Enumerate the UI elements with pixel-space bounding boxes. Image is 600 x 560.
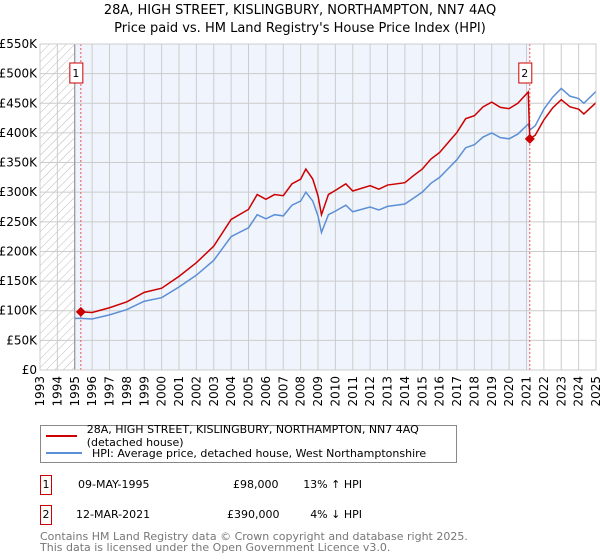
x-tick-label: 2007	[276, 376, 290, 407]
x-tick-label: 2015	[415, 376, 429, 407]
x-tick-label: 2005	[242, 376, 256, 407]
legend-item-hpi: HPI: Average price, detached house, West…	[41, 445, 426, 461]
sale-badge: 2	[40, 505, 52, 525]
sale-hpi: 4% ↓ HPI	[310, 508, 362, 521]
sale-hpi: 13% ↑ HPI	[303, 478, 362, 491]
x-tick-label: 2023	[554, 376, 568, 407]
sale-date: 09-MAY-1995	[78, 478, 150, 491]
x-tick-label: 2019	[485, 376, 499, 407]
sale-point	[75, 306, 86, 317]
x-tick-label: 2010	[328, 376, 342, 407]
x-tick-label: 1993	[33, 376, 47, 407]
footer-licence: This data is licensed under the Open Gov…	[40, 541, 391, 554]
sale-annotation-label: 1	[72, 67, 79, 80]
y-tick-label: £300K	[0, 185, 38, 199]
x-tick-label: 2011	[346, 376, 360, 407]
x-tick-label: 2018	[467, 376, 481, 407]
sale-row: 1 09-MAY-1995 £98,000 13% ↑ HPI	[40, 475, 600, 495]
legend-label: 28A, HIGH STREET, KISLINGBURY, NORTHAMPT…	[86, 423, 419, 449]
x-tick-label: 2024	[572, 376, 586, 407]
sale-price: £390,000	[227, 508, 280, 521]
y-tick-label: £250K	[0, 215, 38, 229]
x-tick-label: 2017	[450, 376, 464, 407]
y-tick-label: £50K	[6, 333, 38, 347]
legend-label: HPI: Average price, detached house, West…	[92, 446, 427, 460]
x-tick-label: 2006	[259, 376, 273, 407]
x-tick-label: 2013	[381, 376, 395, 407]
y-tick-label: £200K	[0, 244, 38, 258]
y-tick-label: £500K	[0, 67, 38, 81]
y-tick-label: £150K	[0, 274, 38, 288]
sale-price: £98,000	[233, 478, 279, 491]
sale-annotation-box	[518, 62, 533, 84]
chart-title: 28A, HIGH STREET, KISLINGBURY, NORTHAMPT…	[103, 3, 497, 18]
plot-border	[39, 43, 597, 371]
x-tick-label: 2014	[398, 376, 412, 407]
x-tick-label: 2000	[155, 376, 169, 407]
x-tick-label: 2025	[589, 376, 600, 407]
x-tick-label: 2012	[363, 376, 377, 407]
legend-swatch-red	[46, 435, 77, 437]
x-tick-label: 1999	[137, 376, 151, 407]
y-tick-label: £0	[22, 363, 37, 377]
y-tick-label: £100K	[0, 304, 38, 318]
legend: 28A, HIGH STREET, KISLINGBURY, NORTHAMPT…	[40, 423, 457, 463]
sale-date: 12-MAR-2021	[76, 508, 151, 521]
y-tick-label: £400K	[0, 126, 38, 140]
sale-badge: 1	[40, 475, 52, 495]
sale-point	[524, 133, 535, 144]
x-tick-label: 2004	[224, 376, 238, 407]
x-tick-label: 2021	[520, 376, 534, 407]
x-tick-label: 1998	[120, 376, 134, 407]
legend-item-property: 28A, HIGH STREET, KISLINGBURY, NORTHAMPT…	[41, 423, 456, 449]
x-tick-label: 2001	[172, 376, 186, 407]
x-tick-label: 1995	[68, 376, 82, 407]
sale-row: 2 12-MAR-2021 £390,000 4% ↓ HPI	[40, 505, 600, 525]
x-tick-label: 2016	[433, 376, 447, 407]
x-tick-label: 2002	[189, 376, 203, 407]
sale-annotation-box	[69, 62, 84, 84]
chart-subtitle: Price paid vs. HM Land Registry's House …	[114, 21, 486, 36]
x-tick-label: 2022	[537, 376, 551, 407]
ownership-shade	[74, 44, 530, 370]
x-tick-label: 2008	[294, 376, 308, 407]
x-tick-label: 1996	[85, 376, 99, 407]
y-tick-label: £550K	[0, 37, 38, 51]
x-tick-label: 2003	[207, 376, 221, 407]
x-tick-label: 1997	[103, 376, 117, 407]
property-price-line	[80, 90, 597, 314]
legend-swatch-blue	[46, 452, 82, 454]
y-tick-label: £350K	[0, 156, 38, 170]
sale-annotation-label: 2	[521, 67, 528, 80]
x-tick-label: 2020	[502, 376, 516, 407]
y-tick-label: £450K	[0, 96, 38, 110]
price-chart: £0 £50K £100K £150K £200K £250K £300K £350K £400…	[0, 37, 600, 407]
x-tick-label: 2009	[311, 376, 325, 407]
footer-copyright: Contains HM Land Registry data © Crown c…	[40, 530, 468, 543]
x-tick-label: 1994	[50, 376, 64, 407]
